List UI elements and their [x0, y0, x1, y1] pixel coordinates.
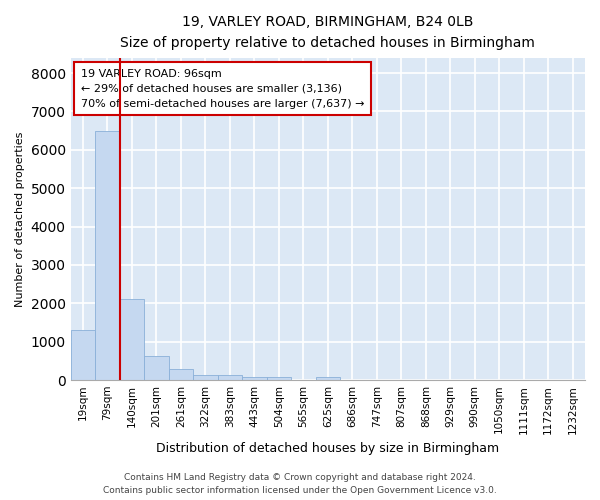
Bar [119, 300, 144, 380]
Bar [71, 330, 95, 380]
Bar [144, 356, 169, 380]
Bar [242, 377, 266, 380]
Bar [218, 375, 242, 380]
Bar [169, 368, 193, 380]
Title: 19, VARLEY ROAD, BIRMINGHAM, B24 0LB
Size of property relative to detached house: 19, VARLEY ROAD, BIRMINGHAM, B24 0LB Siz… [121, 15, 535, 50]
Y-axis label: Number of detached properties: Number of detached properties [15, 131, 25, 306]
Bar [95, 130, 119, 380]
X-axis label: Distribution of detached houses by size in Birmingham: Distribution of detached houses by size … [156, 442, 499, 455]
Bar [266, 377, 291, 380]
Bar [193, 375, 218, 380]
Bar [316, 377, 340, 380]
Text: 19 VARLEY ROAD: 96sqm
← 29% of detached houses are smaller (3,136)
70% of semi-d: 19 VARLEY ROAD: 96sqm ← 29% of detached … [81, 69, 364, 108]
Text: Contains HM Land Registry data © Crown copyright and database right 2024.
Contai: Contains HM Land Registry data © Crown c… [103, 474, 497, 495]
